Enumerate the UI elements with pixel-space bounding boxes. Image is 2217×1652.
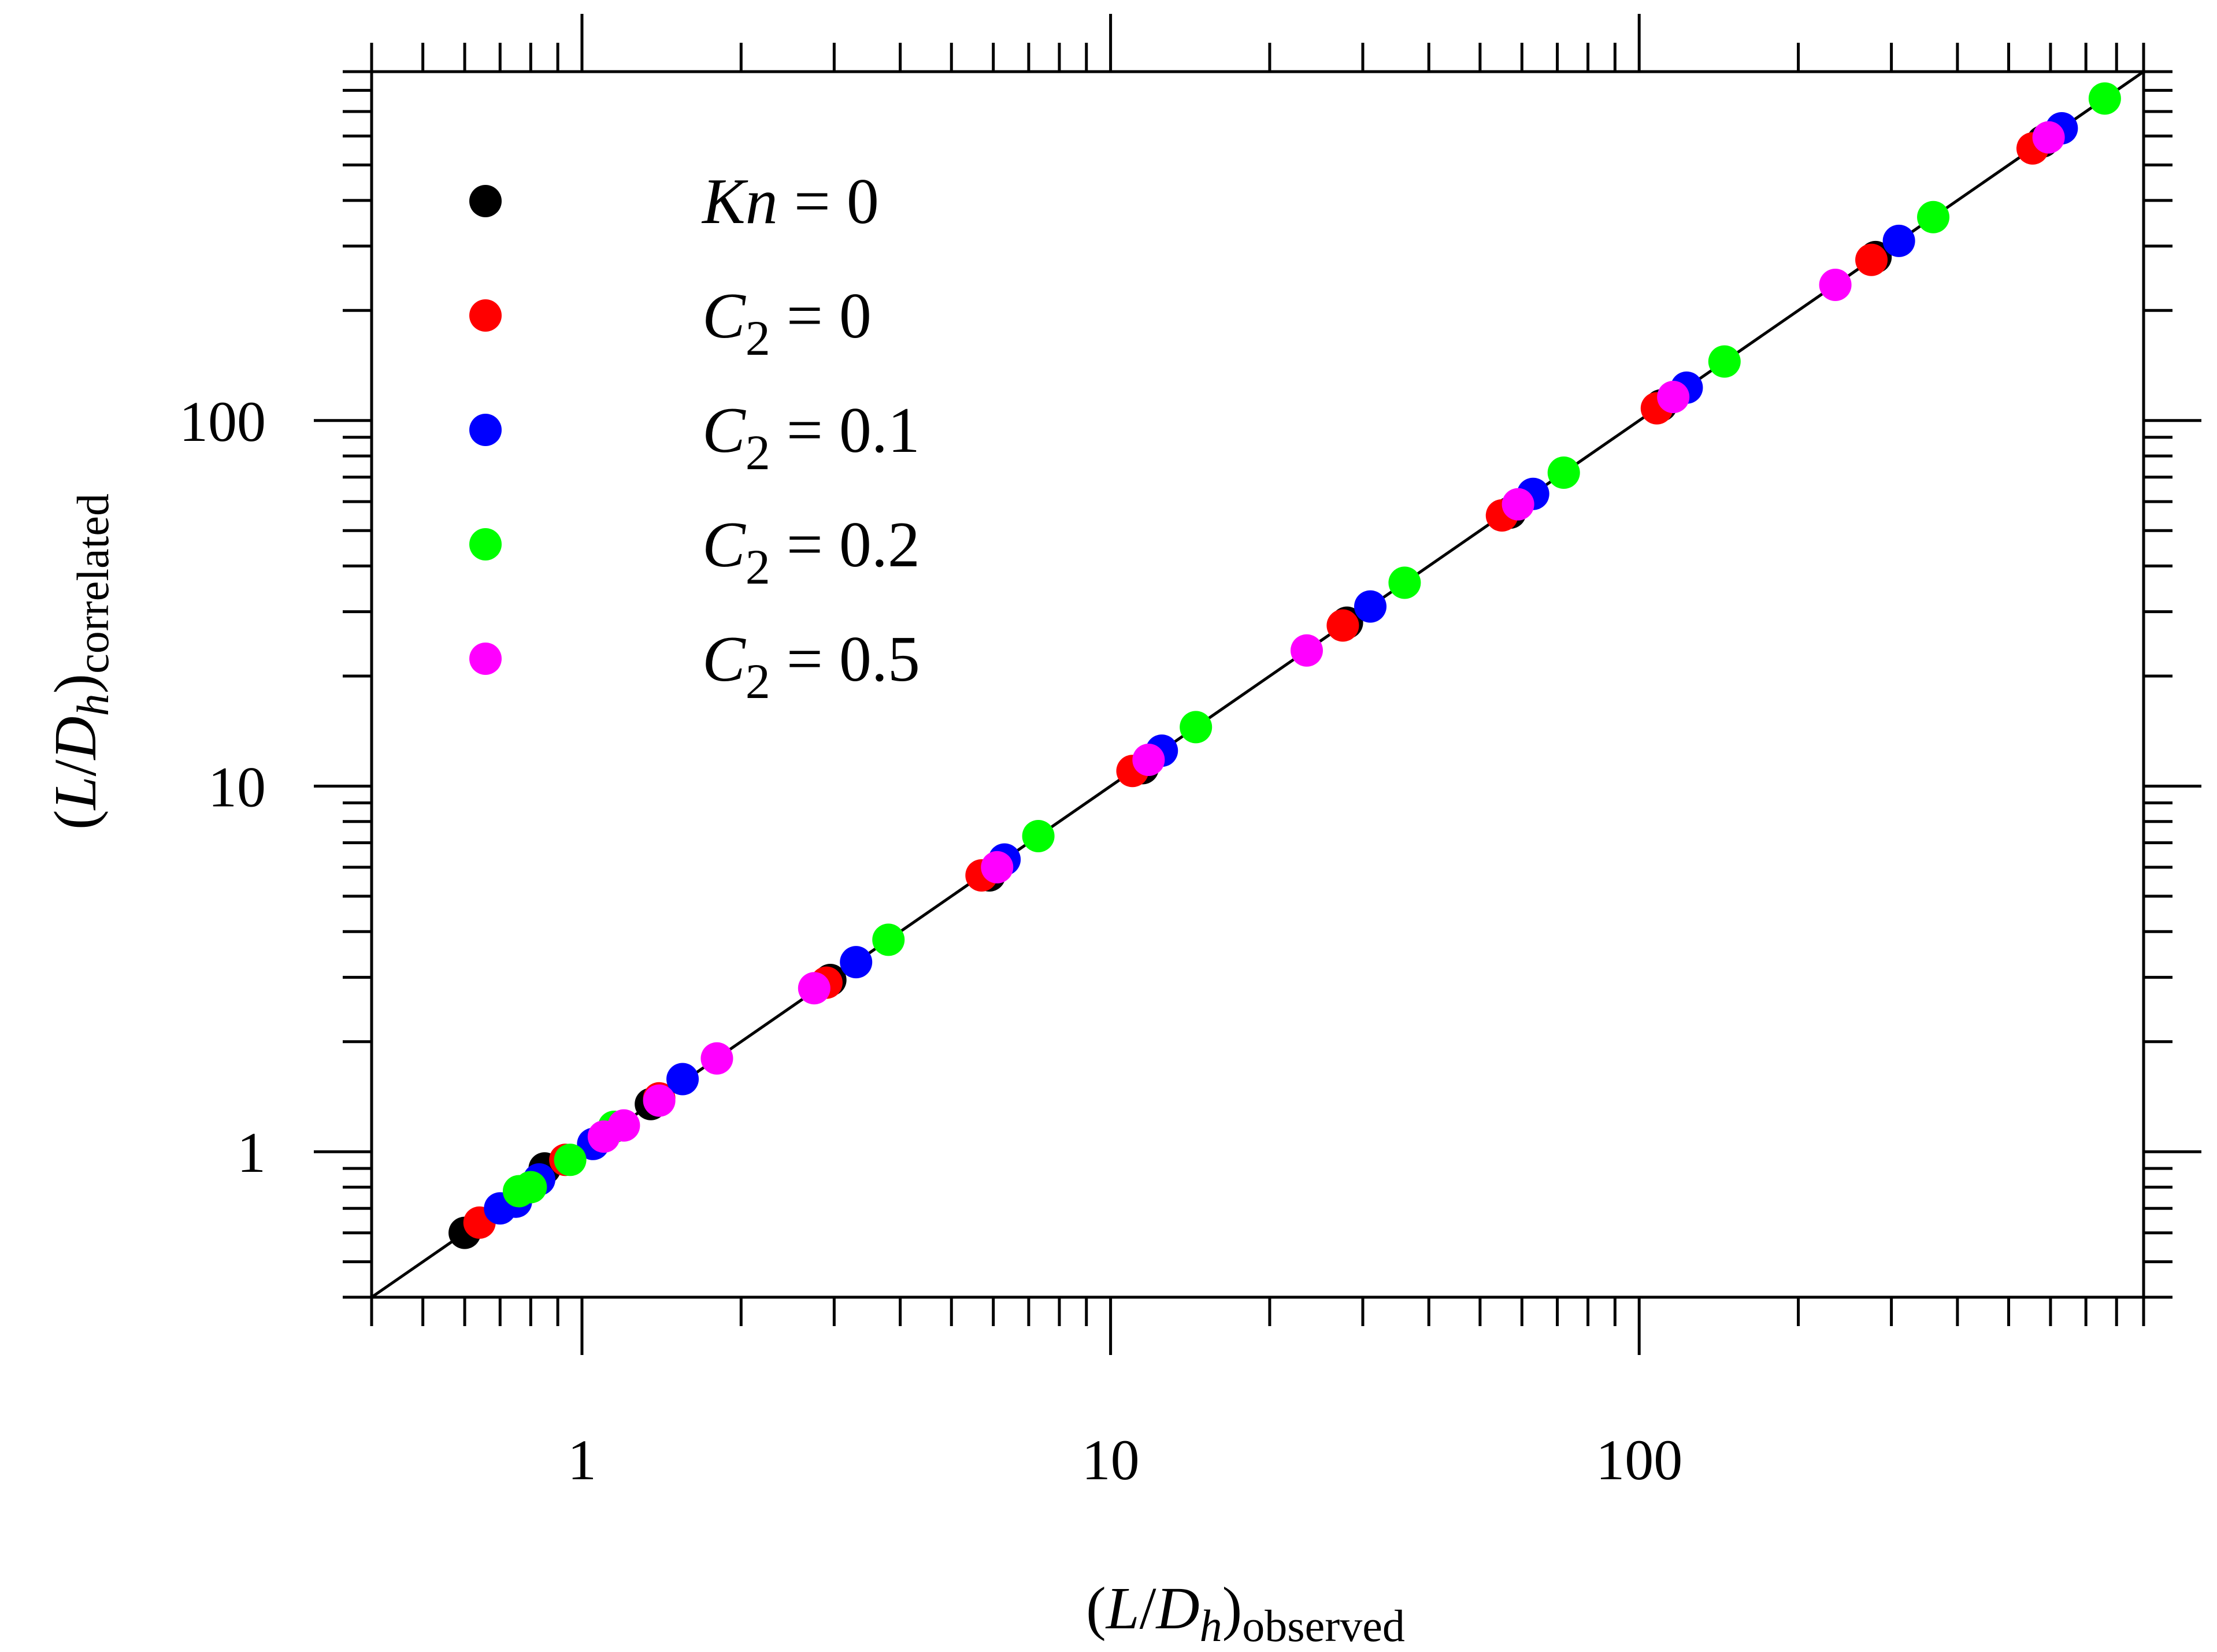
point-c2-0-5 bbox=[700, 1042, 733, 1075]
legend-label-var: Kn bbox=[701, 166, 778, 237]
legend-label-rest: = 0.2 bbox=[770, 509, 920, 581]
point-c2-0-2 bbox=[872, 923, 905, 956]
y-axis-title-var-sub: h bbox=[68, 693, 118, 716]
x-axis-title: (L/Dh)observed bbox=[1086, 1575, 1405, 1651]
y-tick-label: 10 bbox=[208, 755, 266, 819]
legend-label-var: C bbox=[702, 509, 746, 581]
point-c2-0-2 bbox=[1180, 711, 1213, 744]
point-c2-0-2 bbox=[2088, 82, 2121, 115]
x-axis-title-var-sub: h bbox=[1200, 1601, 1222, 1651]
legend-label-rest: = 0.1 bbox=[770, 395, 920, 466]
point-c2-0-5 bbox=[2032, 121, 2065, 154]
legend-label-sub: 2 bbox=[746, 539, 770, 595]
legend-label: C2 = 0.2 bbox=[702, 509, 920, 595]
legend-label-sub: 2 bbox=[746, 654, 770, 709]
legend-marker bbox=[469, 185, 502, 217]
y-tick-label: 1 bbox=[237, 1120, 266, 1185]
legend-marker bbox=[469, 643, 502, 675]
legend: Kn = 0C2 = 0C2 = 0.1C2 = 0.2C2 = 0.5 bbox=[469, 166, 920, 709]
data-points bbox=[448, 82, 2121, 1249]
legend-label-rest: = 0 bbox=[778, 166, 879, 237]
x-axis-title-var2: D bbox=[1155, 1575, 1200, 1642]
point-c2-0-5 bbox=[1819, 268, 1852, 301]
y-axis-title-slash: / bbox=[42, 759, 109, 776]
point-c2-0 bbox=[1855, 243, 1888, 276]
y-axis-title-sub: correlated bbox=[68, 493, 118, 674]
legend-label: C2 = 0.5 bbox=[702, 623, 920, 709]
legend-marker bbox=[469, 528, 502, 560]
axis-ticks bbox=[314, 14, 2201, 1355]
y-axis-title-close: ) bbox=[42, 674, 109, 694]
point-c2-0-1 bbox=[1354, 590, 1387, 623]
point-c2-0-5 bbox=[643, 1084, 676, 1117]
x-axis-title-sub: observed bbox=[1242, 1601, 1405, 1651]
x-tick-label: 1 bbox=[568, 1428, 596, 1492]
y-axis-title-var2: D bbox=[42, 716, 109, 760]
x-axis-title-open: ( bbox=[1086, 1575, 1106, 1642]
legend-label-var: C bbox=[702, 623, 746, 695]
y-axis-title: (L/Dh)correlated bbox=[42, 493, 118, 830]
y-tick-label: 100 bbox=[179, 389, 266, 454]
legend-label-var: C bbox=[702, 395, 746, 466]
point-c2-0-5 bbox=[1290, 634, 1323, 667]
x-axis-title-var1: L bbox=[1105, 1575, 1140, 1642]
legend-label-rest: = 0 bbox=[770, 280, 872, 352]
point-c2-0-5 bbox=[607, 1109, 640, 1142]
point-c2-0-1 bbox=[666, 1063, 699, 1096]
point-c2-0-2 bbox=[1388, 566, 1421, 599]
legend-label-sub: 2 bbox=[746, 310, 770, 366]
x-axis-title-close: ) bbox=[1222, 1575, 1243, 1642]
tick-labels: 1 10 100 1 10 100 bbox=[179, 389, 1682, 1492]
legend-label: C2 = 0 bbox=[702, 280, 872, 366]
x-tick-label: 10 bbox=[1082, 1428, 1140, 1492]
point-c2-0-2 bbox=[554, 1144, 587, 1176]
legend-label-sub: 2 bbox=[746, 425, 770, 480]
point-c2-0-2 bbox=[1022, 819, 1055, 852]
legend-label: C2 = 0.1 bbox=[702, 395, 920, 480]
point-c2-0-1 bbox=[840, 946, 873, 979]
point-c2-0 bbox=[1326, 609, 1359, 642]
point-c2-0-2 bbox=[514, 1171, 547, 1204]
plot-frame bbox=[370, 70, 2145, 1299]
y-axis-title-open: ( bbox=[42, 810, 109, 830]
point-c2-0-1 bbox=[1882, 224, 1915, 257]
point-c2-0-5 bbox=[1657, 380, 1690, 413]
point-c2-0-5 bbox=[798, 972, 831, 1005]
legend-label-rest: = 0.5 bbox=[770, 623, 920, 695]
legend-marker bbox=[469, 299, 502, 332]
legend-marker bbox=[469, 414, 502, 446]
legend-label: Kn = 0 bbox=[701, 166, 879, 237]
point-c2-0-2 bbox=[1547, 456, 1580, 489]
point-c2-0-2 bbox=[1917, 201, 1950, 233]
point-c2-0-5 bbox=[981, 851, 1014, 883]
point-c2-0-5 bbox=[1132, 744, 1165, 777]
y-axis-title-var1: L bbox=[42, 776, 109, 811]
point-c2-0-2 bbox=[1708, 345, 1741, 378]
x-axis-title-slash: / bbox=[1140, 1575, 1156, 1642]
point-c2-0-5 bbox=[1502, 488, 1534, 521]
x-tick-label: 100 bbox=[1596, 1428, 1682, 1492]
legend-label-var: C bbox=[702, 280, 746, 352]
